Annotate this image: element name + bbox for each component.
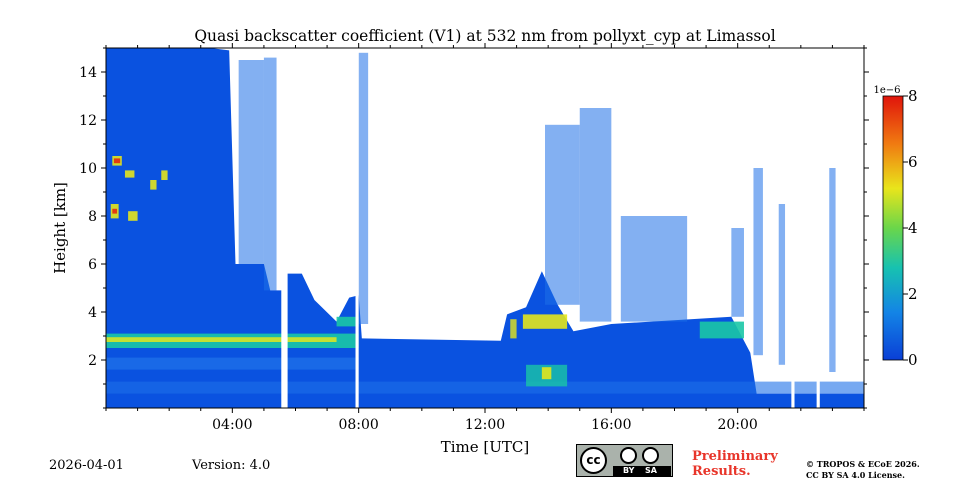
share-alike-icon xyxy=(642,447,659,464)
heatmap-data-gap xyxy=(791,48,795,408)
heatmap-speckle-region xyxy=(238,60,264,264)
colorbar-scale-label: 1e−6 xyxy=(873,85,900,96)
copyright-line-1: © TROPOS & ECoE 2026. xyxy=(806,459,920,469)
footer-version: Version: 4.0 xyxy=(192,458,271,473)
heatmap-cloud-edge xyxy=(699,321,744,339)
footer-date: 2026-04-01 xyxy=(49,458,124,473)
heatmap-speckle-region xyxy=(263,57,277,291)
colorbar-tick-label: 6 xyxy=(908,153,918,171)
heatmap-near-surface-layer xyxy=(106,381,864,394)
heatmap-cirrus-peak xyxy=(112,208,118,214)
heatmap-speckle-region xyxy=(778,204,786,365)
x-tick-label: 08:00 xyxy=(338,417,378,433)
heatmap-cloud-edge xyxy=(510,319,517,339)
preliminary-results-note: Preliminary Results. xyxy=(692,449,778,479)
heatmap-speckle-region xyxy=(620,216,688,322)
y-axis: 2 4 6 8 10 12 14 xyxy=(79,47,869,409)
heatmap-cirrus-peak xyxy=(113,158,121,164)
heatmap-speckle-region xyxy=(358,52,369,325)
x-axis-label: Time [UTC] xyxy=(441,438,530,456)
colorbar-tick-label: 8 xyxy=(908,87,918,105)
preliminary-line-2: Results. xyxy=(692,464,751,479)
heatmap-speckle-region xyxy=(731,228,744,317)
y-tick-label: 6 xyxy=(88,257,97,273)
colorbar-tick-label: 4 xyxy=(908,219,918,237)
y-tick-label: 2 xyxy=(88,353,97,369)
sa-label: SA xyxy=(645,466,657,475)
heatmap-data-gap xyxy=(355,48,359,408)
plot-area xyxy=(106,48,864,408)
x-tick-label: 04:00 xyxy=(212,417,252,433)
y-tick-label: 8 xyxy=(88,209,97,225)
heatmap-data-gap xyxy=(816,48,820,408)
heatmap-signal-region xyxy=(106,48,864,408)
x-axis: 04:00 08:00 12:00 16:00 20:00 xyxy=(105,43,865,433)
cc-license-badge: cc BY SA xyxy=(576,444,673,477)
colorbar-tick-label: 0 xyxy=(908,351,918,369)
cc-icon: cc xyxy=(580,447,607,474)
heatmap-cloud-edge xyxy=(336,316,359,327)
x-tick-label: 16:00 xyxy=(591,417,631,433)
colorbar-tick-label: 2 xyxy=(908,285,918,303)
heatmap-speckle-region xyxy=(579,108,612,322)
chart-title: Quasi backscatter coefficient (V1) at 53… xyxy=(194,27,775,45)
heatmap-data-gap xyxy=(281,48,288,408)
heatmap-speckle-region xyxy=(753,168,763,356)
heatmap-cirrus-patch xyxy=(150,180,157,190)
y-tick-label: 12 xyxy=(79,113,97,129)
by-label: BY xyxy=(623,466,635,475)
colorbar-ticks: 0 2 4 6 8 xyxy=(903,87,918,369)
heatmap-speckle-region xyxy=(545,124,580,305)
y-tick-label: 10 xyxy=(79,161,97,177)
heatmap-aerosol-core xyxy=(106,337,337,342)
preliminary-line-1: Preliminary xyxy=(692,449,778,464)
heatmap-boundary-layer xyxy=(106,357,359,370)
x-tick-label: 12:00 xyxy=(465,417,505,433)
y-tick-label: 4 xyxy=(88,305,97,321)
copyright-note: © TROPOS & ECoE 2026. CC BY SA 4.0 Licen… xyxy=(806,459,920,481)
heatmap-cirrus-patch xyxy=(128,211,138,221)
y-axis-label: Height [km] xyxy=(51,182,69,274)
colorbar xyxy=(882,95,904,361)
copyright-line-2: CC BY SA 4.0 License. xyxy=(806,470,905,480)
heatmap-cirrus-patch xyxy=(124,170,135,178)
heatmap-speckle-region xyxy=(829,168,836,372)
heatmap-aerosol-plume-core xyxy=(541,367,552,380)
y-tick-label: 14 xyxy=(79,65,97,81)
attribution-icon xyxy=(620,447,637,464)
x-tick-label: 20:00 xyxy=(717,417,757,433)
heatmap-cloud-edge xyxy=(522,314,568,329)
heatmap-cirrus-patch xyxy=(161,170,168,180)
